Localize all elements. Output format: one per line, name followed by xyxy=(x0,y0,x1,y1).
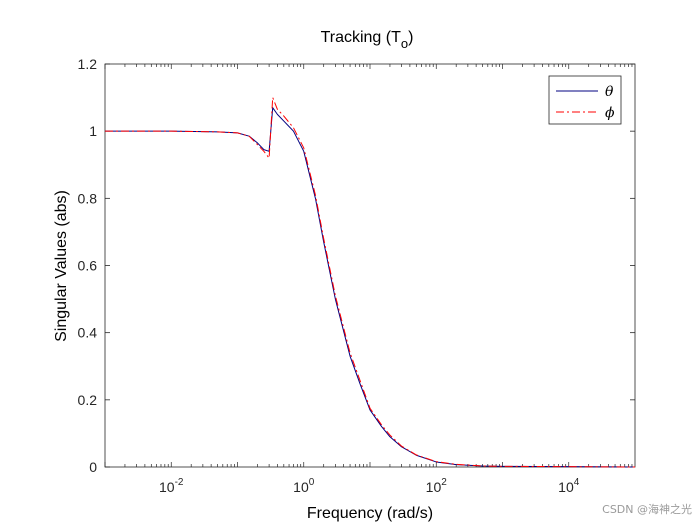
legend-box xyxy=(548,75,622,125)
legend: θ ϕ xyxy=(548,75,622,125)
legend-label-phi: ϕ xyxy=(605,105,615,121)
x-tick-label-base: 10 xyxy=(159,479,175,495)
y-tick-label: 0.2 xyxy=(78,392,98,408)
x-tick-label-exponent: 4 xyxy=(574,477,580,488)
x-axis-ticks: 10-2 100 102 104 xyxy=(104,64,633,495)
legend-label-theta: θ xyxy=(605,84,614,100)
x-tick-label-exponent: -2 xyxy=(175,477,184,488)
x-axis-label: Frequency (rad/s) xyxy=(307,505,433,522)
plot-area xyxy=(104,63,636,468)
y-tick-label: 0.4 xyxy=(78,325,98,341)
x-tick-label: 104 xyxy=(558,477,580,495)
x-tick-label: 100 xyxy=(293,477,315,495)
chart-title-main: Tracking (T xyxy=(321,29,402,46)
chart-title: Tracking (To) xyxy=(321,29,414,51)
x-tick-label-exponent: 2 xyxy=(441,477,447,488)
y-axis-label: Singular Values (abs) xyxy=(53,190,70,342)
y-tick-label: 0.8 xyxy=(78,190,98,206)
x-tick-label: 102 xyxy=(426,477,448,495)
y-tick-label: 0.6 xyxy=(78,258,98,274)
x-tick-label-base: 10 xyxy=(558,479,574,495)
x-tick-label: 10-2 xyxy=(159,477,184,495)
y-axis-ticks: 0 0.2 0.4 0.6 0.8 1 1.2 xyxy=(78,56,635,475)
y-tick-label: 0 xyxy=(89,459,97,475)
x-tick-label-base: 10 xyxy=(426,479,442,495)
y-tick-label: 1 xyxy=(89,123,97,139)
y-tick-label: 1.2 xyxy=(78,56,98,72)
x-tick-label-exponent: 0 xyxy=(309,477,315,488)
watermark: CSDN @海神之光 xyxy=(602,503,692,516)
chart-title-close: ) xyxy=(408,29,413,46)
series-group xyxy=(105,97,636,468)
chart-title-subscript: o xyxy=(401,36,408,51)
x-tick-label-base: 10 xyxy=(293,479,309,495)
series-line-phi xyxy=(105,97,636,468)
